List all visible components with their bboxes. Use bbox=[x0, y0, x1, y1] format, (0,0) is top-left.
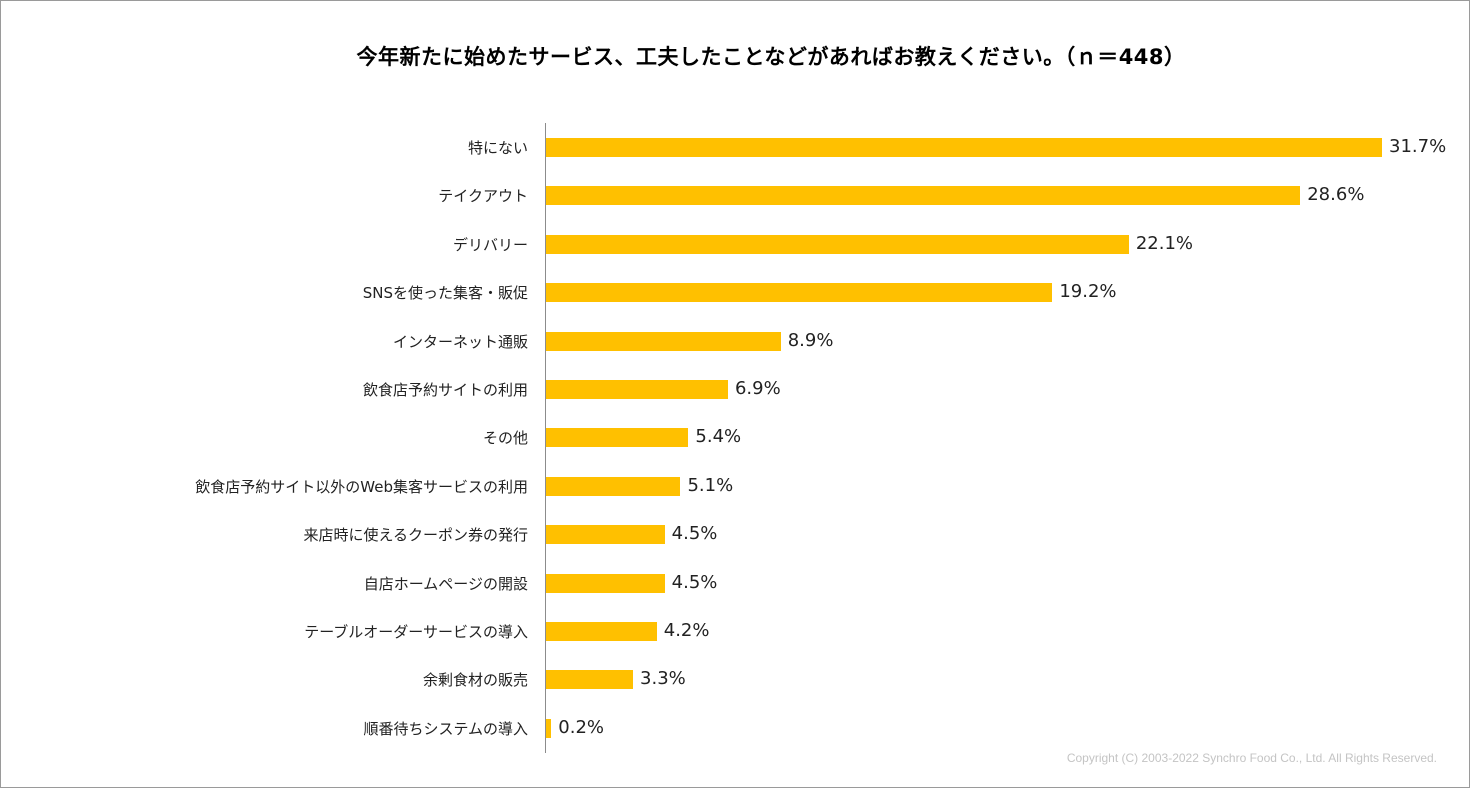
data-label: 4.5% bbox=[671, 571, 718, 593]
category-label: SNSを使った集客・販促 bbox=[362, 284, 528, 303]
category-label: 余剰食材の販売 bbox=[422, 671, 528, 690]
data-label: 4.2% bbox=[663, 620, 710, 641]
category-label: テイクアウト bbox=[438, 187, 528, 206]
bar bbox=[546, 331, 781, 351]
data-label: 5.4% bbox=[695, 426, 742, 448]
data-label: 0.2% bbox=[558, 716, 604, 738]
bar bbox=[546, 380, 728, 399]
data-label: 3.3% bbox=[640, 668, 686, 690]
bar bbox=[546, 476, 681, 496]
data-label: 19.2% bbox=[1059, 281, 1117, 303]
bar bbox=[546, 234, 1129, 254]
bar bbox=[546, 670, 634, 690]
data-label: 5.1% bbox=[687, 474, 734, 496]
data-label: 31.7% bbox=[1389, 136, 1447, 157]
category-label: 順番待ちシステムの導入 bbox=[363, 719, 528, 738]
data-label: 8.9% bbox=[787, 329, 834, 351]
category-axis-line bbox=[545, 123, 546, 753]
data-label: 4.5% bbox=[671, 523, 718, 545]
data-label: 6.9% bbox=[734, 378, 781, 399]
bar bbox=[546, 283, 1053, 303]
data-label: 28.6% bbox=[1307, 184, 1365, 206]
category-label: デリバリー bbox=[452, 235, 528, 254]
category-label: テーブルオーダーサービスの導入 bbox=[304, 623, 528, 641]
bar bbox=[546, 622, 657, 641]
category-label: インターネット通販 bbox=[392, 332, 528, 351]
data-label: 22.1% bbox=[1135, 232, 1193, 254]
bar bbox=[546, 525, 665, 545]
category-label: その他 bbox=[482, 429, 528, 448]
category-label: 飲食店予約サイトの利用 bbox=[362, 381, 528, 399]
chart-title: 今年新たに始めたサービス、工夫したことなどがあればお教えください。（ｎ＝448） bbox=[356, 45, 1186, 69]
bar bbox=[546, 428, 689, 448]
bar bbox=[546, 138, 1382, 157]
category-label: 来店時に使えるクーポン券の発行 bbox=[303, 526, 528, 545]
category-label: 自店ホームページの開設 bbox=[363, 574, 528, 593]
bar bbox=[546, 573, 665, 593]
category-label: 飲食店予約サイト以外のWeb集客サービスの利用 bbox=[195, 477, 528, 496]
bar bbox=[546, 718, 552, 738]
copyright-text: Copyright (C) 2003-2022 Synchro Food Co.… bbox=[1066, 751, 1437, 765]
category-label: 特にない bbox=[467, 139, 528, 157]
bar bbox=[546, 186, 1301, 206]
